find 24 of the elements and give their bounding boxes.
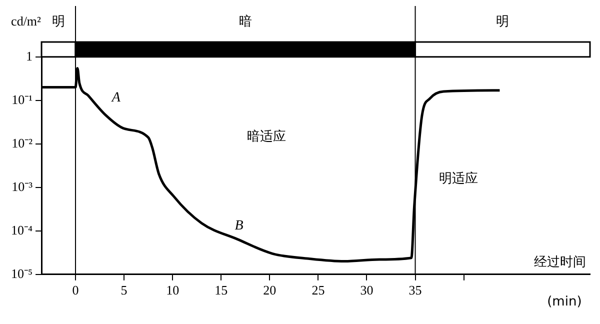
y-tick-label: 10⁻² <box>12 135 33 150</box>
x-tick-label: 35 <box>408 282 422 298</box>
y-tick-label: 10⁻⁵ <box>10 266 33 281</box>
x-tick-label: 25 <box>312 282 325 298</box>
annotation: 明适应 <box>438 170 478 186</box>
band-label: 暗 <box>238 14 252 30</box>
band-label: 明 <box>52 14 66 30</box>
annotation: A <box>110 90 121 106</box>
annotation: 暗适应 <box>246 128 286 145</box>
x-tick-label: 0 <box>72 282 79 298</box>
x-tick-label: 20 <box>263 282 276 298</box>
y-axis-title: cd/m² <box>11 13 42 28</box>
y-tick-label: 10⁻⁴ <box>10 222 33 238</box>
x-axis-title: 经过时间 <box>534 254 586 270</box>
y-tick-label: 10⁻³ <box>12 178 33 194</box>
band-label: 明 <box>496 14 510 30</box>
x-tick-label: 15 <box>214 282 228 298</box>
x-tick-label: 10 <box>166 282 180 298</box>
x-tick-label: 30 <box>360 282 374 298</box>
x-tick-label: 5 <box>120 282 128 298</box>
y-tick-label: 1 <box>26 48 33 64</box>
y-tick-label: 10⁻¹ <box>12 92 33 107</box>
text: (min) <box>547 294 582 310</box>
annotation: B <box>234 218 244 234</box>
